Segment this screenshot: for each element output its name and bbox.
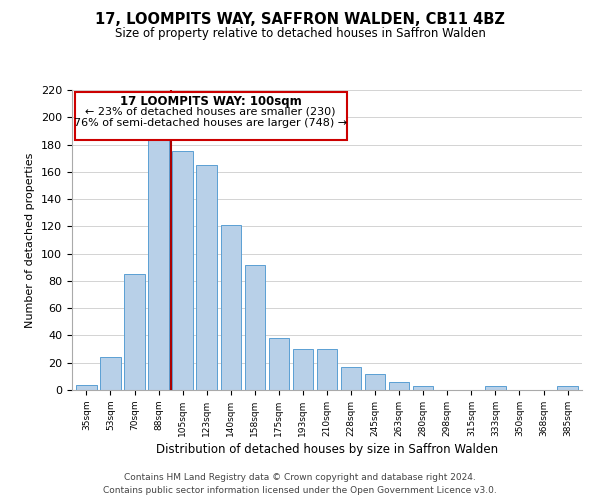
Text: Size of property relative to detached houses in Saffron Walden: Size of property relative to detached ho… — [115, 28, 485, 40]
Bar — [389, 382, 409, 390]
Bar — [485, 386, 506, 390]
Bar — [100, 358, 121, 390]
Bar — [365, 374, 385, 390]
Y-axis label: Number of detached properties: Number of detached properties — [25, 152, 35, 328]
Bar — [76, 384, 97, 390]
Text: 76% of semi-detached houses are larger (748) →: 76% of semi-detached houses are larger (… — [74, 118, 347, 128]
Bar — [317, 349, 337, 390]
Bar — [172, 152, 193, 390]
Bar — [413, 386, 433, 390]
Bar — [148, 140, 169, 390]
Text: Contains HM Land Registry data © Crown copyright and database right 2024.: Contains HM Land Registry data © Crown c… — [124, 472, 476, 482]
Bar — [269, 338, 289, 390]
Bar — [221, 225, 241, 390]
Text: 17 LOOMPITS WAY: 100sqm: 17 LOOMPITS WAY: 100sqm — [120, 94, 302, 108]
Bar — [557, 386, 578, 390]
Bar — [124, 274, 145, 390]
Text: ← 23% of detached houses are smaller (230): ← 23% of detached houses are smaller (23… — [85, 106, 336, 117]
Bar — [196, 165, 217, 390]
Text: Contains public sector information licensed under the Open Government Licence v3: Contains public sector information licen… — [103, 486, 497, 495]
Text: Distribution of detached houses by size in Saffron Walden: Distribution of detached houses by size … — [156, 442, 498, 456]
Bar — [341, 367, 361, 390]
FancyBboxPatch shape — [74, 92, 347, 140]
Text: 17, LOOMPITS WAY, SAFFRON WALDEN, CB11 4BZ: 17, LOOMPITS WAY, SAFFRON WALDEN, CB11 4… — [95, 12, 505, 28]
Bar — [245, 264, 265, 390]
Bar — [293, 349, 313, 390]
